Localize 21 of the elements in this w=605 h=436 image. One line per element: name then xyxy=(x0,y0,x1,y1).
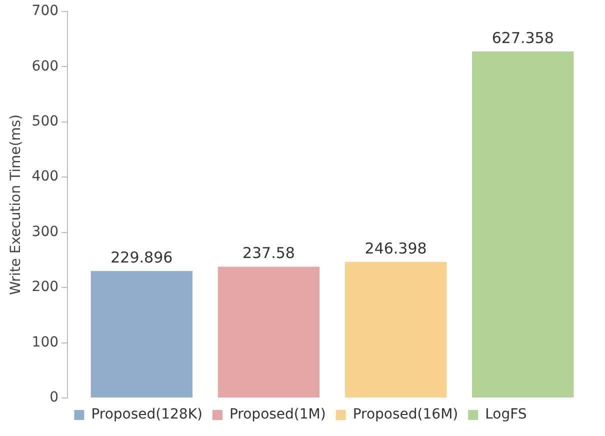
bar xyxy=(472,52,574,398)
legend-label: Proposed(1M) xyxy=(229,406,326,423)
data-label: 627.358 xyxy=(492,28,554,47)
bar xyxy=(344,262,447,398)
legend-label: Proposed(16M) xyxy=(352,406,458,423)
y-tick-label: 600 xyxy=(32,58,59,74)
y-tick-label: 500 xyxy=(32,114,59,130)
bar xyxy=(90,271,192,398)
y-tick-label: 700 xyxy=(32,3,59,20)
data-label: 229.896 xyxy=(110,248,173,266)
y-tick-label: 0 xyxy=(50,390,59,406)
legend-label: Proposed(128K) xyxy=(91,406,202,423)
bar xyxy=(218,266,320,398)
data-label: 246.398 xyxy=(364,239,427,258)
y-tick-label: 300 xyxy=(32,224,59,240)
data-label: 237.58 xyxy=(242,244,295,262)
y-tick-label: 100 xyxy=(32,334,59,350)
y-tick-label: 200 xyxy=(32,279,59,296)
y-axis-title: Write Execution Time(ms) xyxy=(8,114,24,296)
legend-label: LogFS xyxy=(485,406,527,423)
y-tick-label: 400 xyxy=(32,168,59,185)
